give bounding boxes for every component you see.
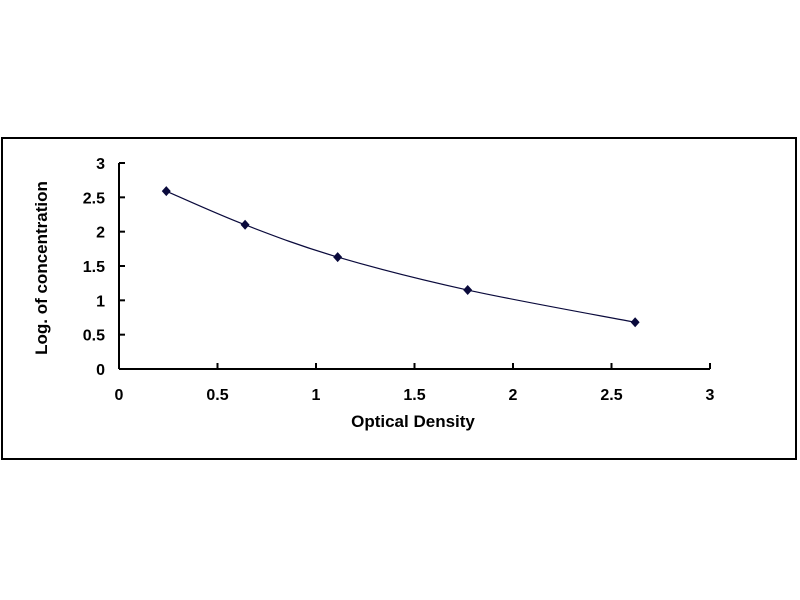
y-axis-label: Log. of concentration [32, 181, 51, 355]
x-tick-label: 0.5 [206, 387, 228, 404]
y-tick-label: 1 [96, 293, 105, 310]
x-tick-label: 1.5 [403, 387, 425, 404]
x-tick-label: 1 [312, 387, 321, 404]
y-tick-label: 0.5 [83, 328, 105, 345]
data-point-marker [463, 285, 473, 296]
y-tick-label: 2 [96, 225, 105, 242]
chart-frame [1, 137, 797, 460]
y-tick-label: 1.5 [83, 259, 105, 276]
trend-line [166, 190, 636, 323]
y-tick-label: 2.5 [83, 190, 105, 207]
x-tick-label: 0 [115, 387, 124, 404]
y-tick-label: 3 [96, 156, 105, 173]
data-point-marker [240, 219, 250, 230]
x-tick-label: 2.5 [600, 387, 622, 404]
x-tick-label: 3 [706, 387, 715, 404]
x-axis-label: Optical Density [351, 412, 475, 431]
x-tick-label: 2 [509, 387, 518, 404]
data-point-marker [630, 317, 640, 328]
y-tick-label: 0 [96, 362, 105, 379]
data-point-marker [333, 252, 343, 263]
data-point-marker [161, 186, 171, 197]
